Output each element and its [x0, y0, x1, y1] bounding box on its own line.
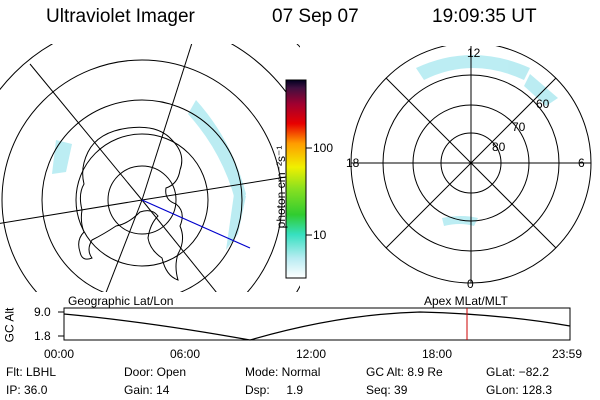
meridians	[0, 44, 300, 292]
altitude-plot	[58, 307, 571, 341]
gain-value: Gain: 14	[124, 383, 170, 397]
lat-circle	[1, 59, 283, 292]
xtick-06: 06:00	[170, 347, 201, 361]
xtick-12: 12:00	[296, 347, 327, 361]
ip-value: IP: 36.0	[6, 383, 48, 397]
gc-alt-value: GC Alt: 8.9 Re	[366, 365, 443, 379]
door-value: Door: Open	[124, 365, 187, 379]
lat-circle	[41, 99, 243, 292]
xtick-2359: 23:59	[552, 347, 583, 361]
geographic-map	[0, 44, 300, 292]
mlt-label-0: 0	[467, 277, 474, 291]
xtick-00: 00:00	[44, 347, 75, 361]
colorbar	[285, 79, 312, 279]
colorbar-tick-10: 10	[313, 228, 327, 242]
filter-value: Flt: LBHL	[6, 365, 57, 379]
mlat-label-70: 70	[512, 120, 526, 134]
mlt-lines	[351, 46, 591, 283]
seq-value: Seq: 39	[366, 383, 408, 397]
image-date: 07 Sep 07	[272, 6, 359, 27]
colorbar-unit-label: photon cm⁻²s⁻¹	[274, 145, 288, 229]
mlat-label-60: 60	[536, 97, 550, 111]
image-time: 19:09:35 UT	[432, 6, 537, 27]
altitude-curve	[63, 311, 571, 341]
xtick-18: 18:00	[422, 347, 453, 361]
mlt-label-12: 12	[467, 46, 481, 60]
mlt-label-6: 6	[578, 156, 585, 170]
glat-value: GLat: −82.2	[486, 365, 550, 379]
coastline	[78, 126, 184, 281]
aurora-emission	[52, 100, 246, 250]
geo-map-label: Geographic Lat/Lon	[68, 294, 174, 308]
dsp-value: Dsp: 1.9	[245, 383, 304, 397]
altitude-plot-frame	[63, 307, 571, 341]
lat-circle	[0, 44, 300, 292]
altitude-ytick-low: 1.8	[34, 329, 51, 343]
mlt-map-label: Apex MLat/MLT	[424, 294, 508, 308]
lat-circle	[107, 165, 177, 235]
instrument-title: Ultraviolet Imager	[46, 6, 195, 27]
altitude-ylabel: GC Alt	[2, 307, 17, 343]
colorbar-scale	[285, 79, 307, 279]
mlt-map	[350, 46, 592, 284]
colorbar-tick-100: 100	[313, 141, 334, 155]
orbit-track	[141, 199, 251, 249]
mode-value: Mode: Normal	[245, 365, 321, 379]
lat-circle	[75, 133, 209, 267]
glon-value: GLon: 128.3	[486, 383, 553, 397]
aurora-emission	[416, 55, 558, 226]
mlat-label-80: 80	[492, 140, 506, 154]
mlt-label-18: 18	[346, 156, 360, 170]
altitude-ytick-high: 9.0	[34, 305, 51, 319]
